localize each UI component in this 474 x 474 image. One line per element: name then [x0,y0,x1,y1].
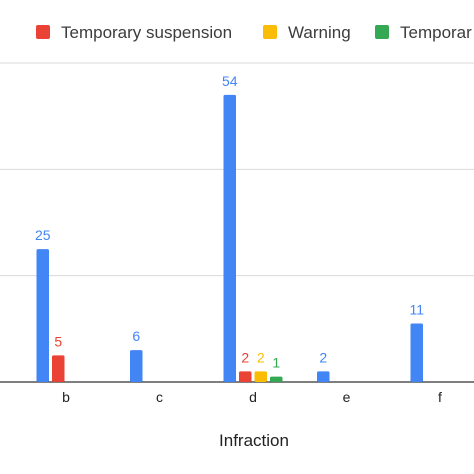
bar [130,350,143,382]
bar [410,323,423,382]
x-tick-label: e [343,389,351,405]
data-label: 2 [319,349,327,365]
bar [317,371,330,382]
legend-swatch [36,25,50,39]
legend-label: Temporar [400,23,472,42]
bar [270,376,283,382]
data-label: 2 [241,349,249,365]
bar [223,94,236,383]
legend-swatch [375,25,389,39]
x-tick-label: b [62,389,70,405]
data-label: 11 [409,302,424,318]
data-label: 2 [257,349,265,365]
legend-label: Warning [288,23,351,42]
x-axis-title: Infraction [219,431,289,450]
legend-swatch [263,25,277,39]
data-label: 5 [54,333,62,349]
bar [52,355,65,382]
gridlines [0,62,474,383]
x-tick-label: d [249,389,257,405]
bar [254,371,267,382]
x-tick-label: c [156,389,163,405]
data-label: 6 [132,328,140,344]
bar [239,371,252,382]
bar [36,249,49,382]
data-label: 25 [35,227,51,243]
legend-label: Temporary suspension [61,23,232,42]
x-tick-label: f [438,389,442,405]
data-label: 1 [272,355,280,371]
bars [36,94,423,383]
x-tick-labels: abcdef [62,389,442,405]
data-label: 54 [222,73,238,89]
